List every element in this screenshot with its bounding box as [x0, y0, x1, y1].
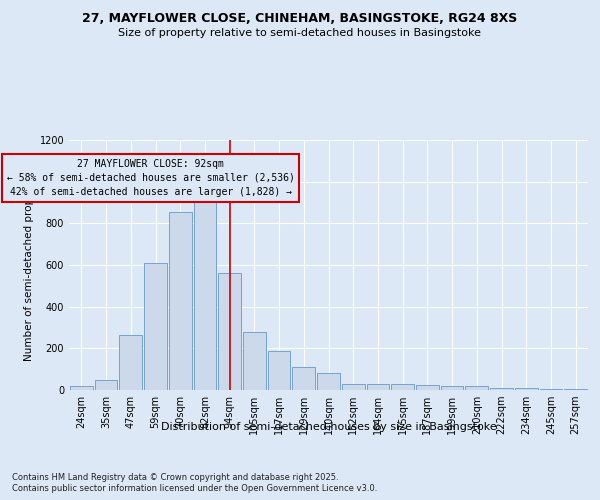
Bar — [490, 388, 513, 390]
Text: Contains HM Land Registry data © Crown copyright and database right 2025.: Contains HM Land Registry data © Crown c… — [12, 472, 338, 482]
Bar — [317, 374, 340, 390]
Text: 27, MAYFLOWER CLOSE, CHINEHAM, BASINGSTOKE, RG24 8XS: 27, MAYFLOWER CLOSE, CHINEHAM, BASINGSTO… — [82, 12, 518, 26]
Text: Contains public sector information licensed under the Open Government Licence v3: Contains public sector information licen… — [12, 484, 377, 493]
Bar — [441, 386, 463, 390]
Bar — [95, 380, 118, 390]
Text: 27 MAYFLOWER CLOSE: 92sqm
← 58% of semi-detached houses are smaller (2,536)
42% : 27 MAYFLOWER CLOSE: 92sqm ← 58% of semi-… — [7, 159, 295, 196]
Bar — [70, 386, 93, 390]
Bar — [218, 274, 241, 390]
Y-axis label: Number of semi-detached properties: Number of semi-detached properties — [24, 168, 34, 362]
Bar — [243, 332, 266, 390]
Bar — [268, 352, 290, 390]
Bar — [466, 386, 488, 390]
Bar — [391, 384, 414, 390]
Bar — [342, 384, 365, 390]
Bar — [367, 384, 389, 390]
Bar — [144, 263, 167, 390]
Bar — [169, 212, 191, 390]
Bar — [194, 190, 216, 390]
Text: Size of property relative to semi-detached houses in Basingstoke: Size of property relative to semi-detach… — [119, 28, 482, 38]
Bar — [564, 389, 587, 390]
Bar — [539, 389, 562, 390]
Text: Distribution of semi-detached houses by size in Basingstoke: Distribution of semi-detached houses by … — [161, 422, 497, 432]
Bar — [292, 367, 315, 390]
Bar — [515, 388, 538, 390]
Bar — [416, 385, 439, 390]
Bar — [119, 335, 142, 390]
